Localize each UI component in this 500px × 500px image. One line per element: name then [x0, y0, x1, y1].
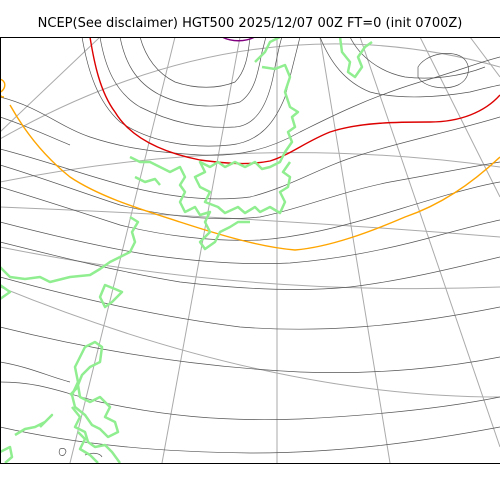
height-contour: [139, 37, 251, 88]
height-contour: [0, 426, 500, 454]
height-contour: [0, 161, 500, 219]
meridian-line: [319, 37, 391, 463]
coastline: [338, 37, 373, 79]
height-contours: [0, 37, 500, 458]
latitude-line: [0, 43, 500, 140]
height-contour: [319, 37, 500, 98]
height-contour: [81, 37, 301, 147]
contour-orange-fragment: [0, 78, 6, 98]
coastline: [193, 37, 300, 215]
height-contour: [0, 276, 500, 330]
contour-orange: [9, 104, 500, 251]
coastline: [134, 175, 161, 186]
height-contour: [0, 241, 500, 290]
meridian-line: [419, 37, 500, 198]
height-contour: [0, 361, 71, 383]
coastline: [119, 215, 140, 259]
height-contour: [0, 219, 500, 264]
coastline: [0, 255, 121, 284]
height-contour: [0, 56, 500, 156]
latitude-line: [0, 246, 500, 290]
highlight-contours: [0, 37, 500, 251]
meridian-line: [359, 37, 500, 448]
map-title: NCEP(See disclaimer) HGT500 2025/12/07 0…: [37, 16, 463, 31]
coastline: [14, 413, 54, 437]
coastline: [70, 340, 120, 439]
contour-purple: [221, 37, 256, 42]
height-contour: [0, 381, 500, 421]
latitude-line: [0, 286, 500, 398]
height-contour: [58, 448, 67, 456]
height-contour: [349, 37, 486, 79]
height-contour: [0, 116, 71, 146]
coastline: [0, 283, 12, 301]
height-contour: [119, 37, 267, 107]
meridian-line: [161, 37, 241, 463]
height-contour: [0, 181, 500, 241]
coastline: [0, 445, 14, 463]
coastline: [69, 386, 122, 463]
latitude-line: [0, 206, 500, 238]
map-plot-area: [0, 37, 500, 463]
height-contour: [99, 37, 283, 128]
latitude-line: [0, 152, 500, 183]
coastline: [129, 155, 250, 251]
coastline: [98, 283, 124, 309]
contour-red: [89, 37, 500, 165]
height-contour: [0, 116, 500, 200]
coastlines: [0, 37, 373, 463]
meridian-line: [469, 37, 500, 78]
height-contour: [417, 53, 469, 89]
coastline: [77, 431, 99, 463]
